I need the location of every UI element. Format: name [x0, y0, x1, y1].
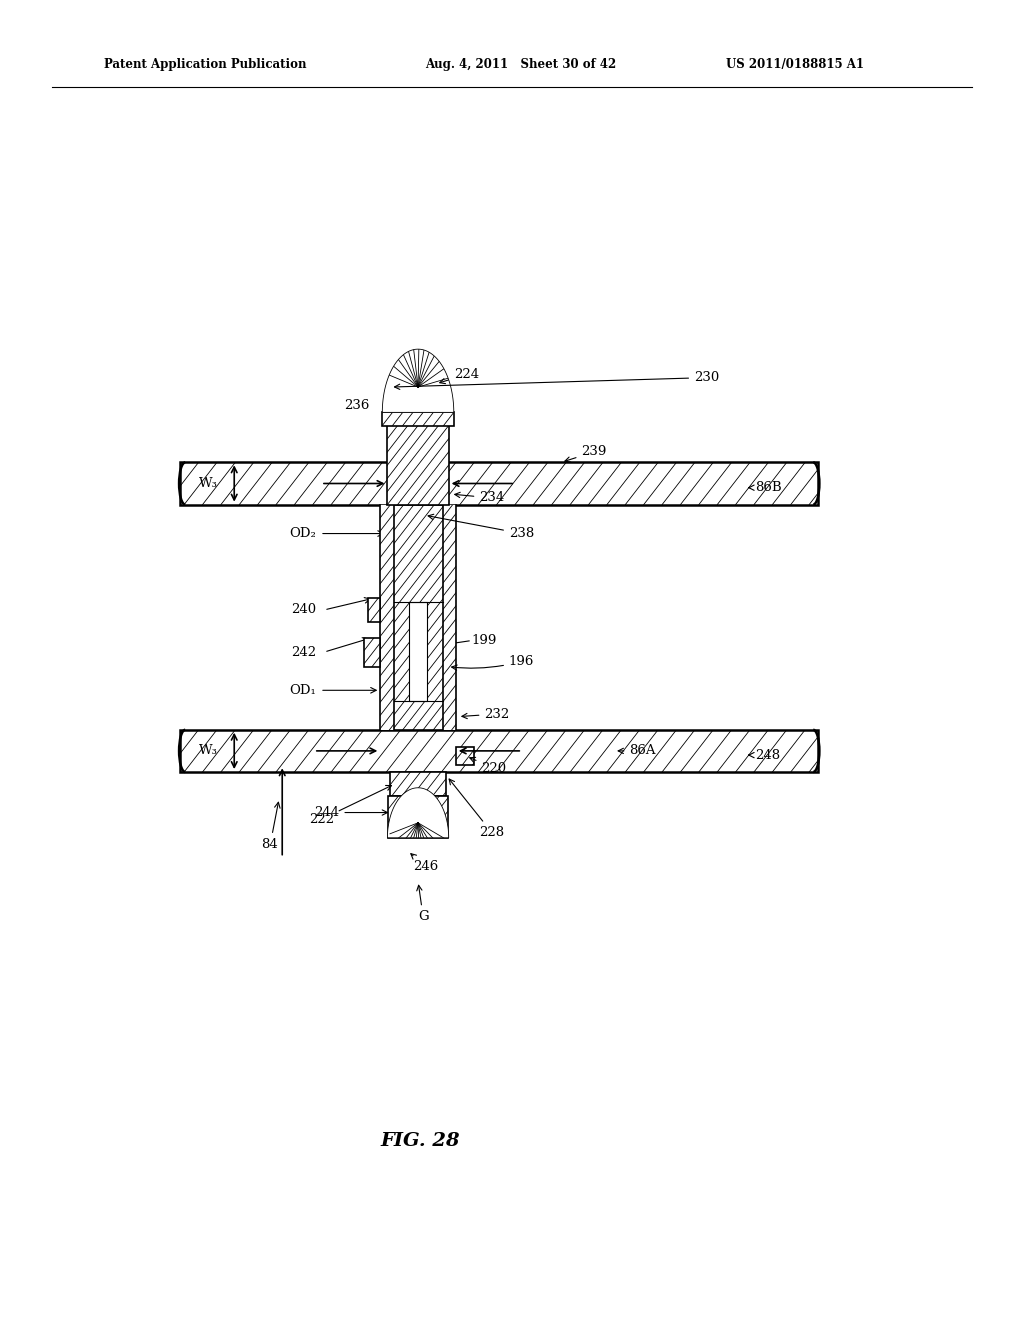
Bar — [180, 730, 818, 772]
Bar — [180, 462, 818, 504]
Text: FIG. 28: FIG. 28 — [380, 1131, 460, 1150]
Text: 224: 224 — [439, 368, 479, 384]
Bar — [368, 598, 380, 622]
Bar — [442, 504, 456, 730]
Bar — [456, 747, 474, 766]
Text: 236: 236 — [344, 399, 370, 412]
Bar — [382, 412, 454, 425]
Text: 244: 244 — [314, 807, 387, 818]
Text: 232: 232 — [462, 708, 510, 721]
Text: 226: 226 — [397, 392, 423, 405]
Bar — [380, 504, 393, 730]
Bar — [456, 747, 474, 766]
Text: Patent Application Publication: Patent Application Publication — [103, 58, 306, 71]
Text: OD₁: OD₁ — [289, 684, 316, 697]
Bar — [180, 730, 818, 772]
Bar — [390, 772, 446, 796]
Text: Aug. 4, 2011   Sheet 30 of 42: Aug. 4, 2011 Sheet 30 of 42 — [425, 58, 616, 71]
Text: G: G — [417, 886, 428, 924]
Text: 199: 199 — [471, 635, 497, 647]
Bar — [442, 504, 456, 730]
Text: 238: 238 — [428, 515, 535, 540]
Text: 196: 196 — [452, 655, 535, 671]
Text: 242: 242 — [291, 645, 316, 659]
Bar — [393, 504, 442, 730]
Text: W₃: W₃ — [199, 477, 218, 490]
Bar — [180, 462, 818, 504]
Bar — [364, 638, 380, 667]
Bar — [387, 412, 449, 504]
Bar — [380, 504, 393, 730]
Polygon shape — [387, 788, 449, 838]
Polygon shape — [382, 350, 454, 412]
Bar — [393, 504, 442, 730]
Text: OD₂: OD₂ — [289, 527, 316, 540]
Text: 86B: 86B — [749, 482, 781, 494]
Bar — [390, 772, 446, 796]
Bar — [364, 638, 380, 667]
Bar — [409, 602, 427, 701]
Text: 84: 84 — [261, 838, 279, 851]
Bar — [387, 412, 449, 504]
Text: 86A: 86A — [618, 744, 656, 758]
Text: 220: 220 — [470, 758, 507, 775]
Text: 246: 246 — [411, 854, 438, 874]
Bar — [382, 412, 454, 425]
Text: 222: 222 — [308, 785, 391, 826]
Bar — [368, 598, 380, 622]
Text: 240: 240 — [291, 603, 316, 616]
Text: 228: 228 — [450, 779, 505, 840]
Text: 248: 248 — [749, 748, 780, 762]
Text: 234: 234 — [455, 491, 505, 504]
Text: 230: 230 — [394, 371, 719, 389]
Text: US 2011/0188815 A1: US 2011/0188815 A1 — [726, 58, 864, 71]
Bar — [388, 796, 447, 838]
Bar — [388, 796, 447, 838]
Text: W₃: W₃ — [199, 744, 218, 758]
Text: 239: 239 — [565, 445, 607, 462]
